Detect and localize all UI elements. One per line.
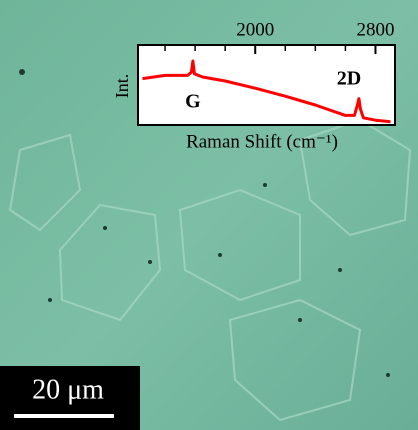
micrograph: Raman Shift (cm⁻¹) Int. 20 μm 2000 2800 G 2…	[0, 0, 418, 430]
x-tick-label: 2000	[236, 19, 274, 40]
y-axis-label: Int.	[112, 74, 132, 99]
scale-bar-label: 20 μm	[32, 374, 104, 405]
peak-label: 2D	[337, 68, 361, 90]
x-tick-label: 2800	[356, 19, 394, 40]
scale-bar	[14, 414, 114, 418]
peak-label: G	[185, 91, 201, 113]
x-axis-label: Raman Shift (cm⁻¹)	[186, 131, 338, 152]
